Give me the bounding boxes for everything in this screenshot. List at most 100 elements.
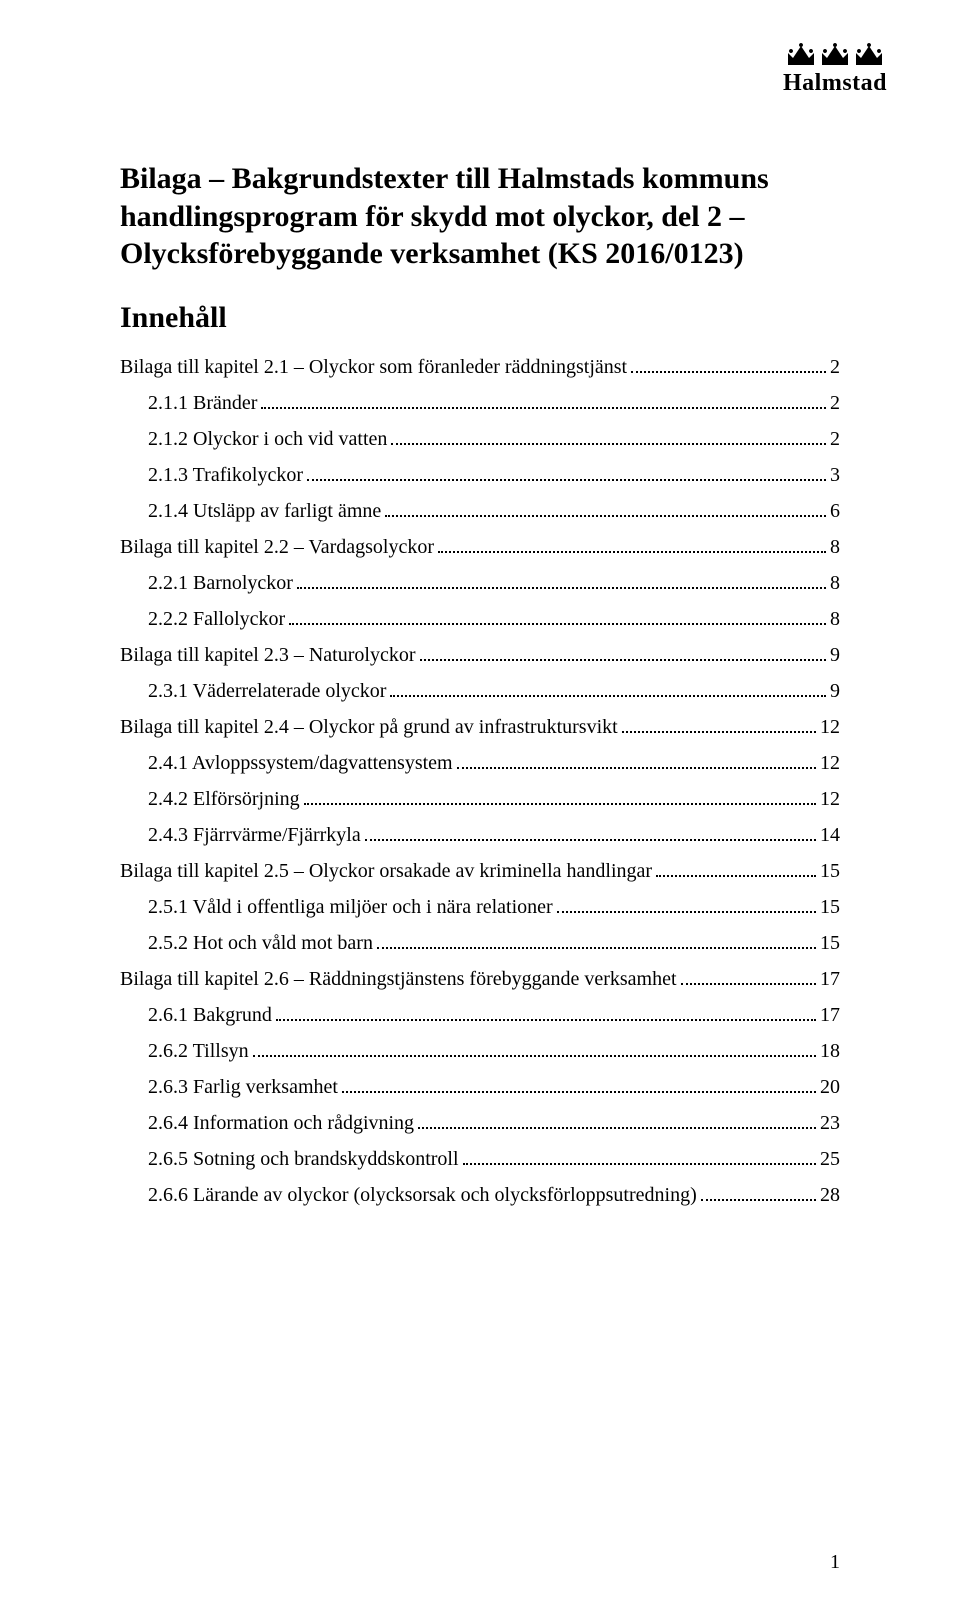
toc-entry: 2.2.2 Fallolyckor 8 <box>120 601 840 637</box>
toc-leader-dots <box>276 1010 816 1021</box>
toc-entry-label: 2.6.2 Tillsyn <box>148 1033 249 1069</box>
toc-entry-label: 2.2.1 Barnolyckor <box>148 565 293 601</box>
toc-entry: Bilaga till kapitel 2.2 – Vardagsolyckor… <box>120 529 840 565</box>
page-title: Bilaga – Bakgrundstexter till Halmstads … <box>120 160 840 273</box>
toc-entry-page: 17 <box>820 961 840 997</box>
toc-entry-label: 2.5.1 Våld i offentliga miljöer och i nä… <box>148 889 553 925</box>
toc-entry-page: 8 <box>830 601 840 637</box>
toc-entry-label: Bilaga till kapitel 2.3 – Naturolyckor <box>120 637 416 673</box>
toc-entry-page: 23 <box>820 1105 840 1141</box>
toc-entry: Bilaga till kapitel 2.5 – Olyckor orsaka… <box>120 853 840 889</box>
toc-entry: 2.6.3 Farlig verksamhet 20 <box>120 1069 840 1105</box>
table-of-contents: Bilaga till kapitel 2.1 – Olyckor som fö… <box>120 349 840 1213</box>
title-line: Olycksförebyggande verksamhet (KS 2016/0… <box>120 237 744 270</box>
toc-leader-dots <box>289 614 826 625</box>
toc-leader-dots <box>631 362 826 373</box>
halmstad-logo: Halmstad <box>770 40 900 97</box>
toc-entry: 2.6.6 Lärande av olyckor (olycksorsak oc… <box>120 1177 840 1213</box>
toc-entry-page: 15 <box>820 853 840 889</box>
toc-leader-dots <box>681 974 816 985</box>
toc-entry-page: 15 <box>820 889 840 925</box>
toc-leader-dots <box>297 578 826 589</box>
toc-entry-label: Bilaga till kapitel 2.5 – Olyckor orsaka… <box>120 853 652 889</box>
toc-entry-label: Bilaga till kapitel 2.1 – Olyckor som fö… <box>120 349 627 385</box>
toc-leader-dots <box>457 758 816 769</box>
toc-entry-page: 9 <box>830 637 840 673</box>
toc-entry-label: 2.4.2 Elförsörjning <box>148 781 300 817</box>
toc-entry: 2.6.5 Sotning och brandskyddskontroll 25 <box>120 1141 840 1177</box>
toc-entry-page: 8 <box>830 565 840 601</box>
toc-entry: 2.3.1 Väderrelaterade olyckor 9 <box>120 673 840 709</box>
crown-row <box>770 40 900 68</box>
toc-leader-dots <box>261 398 826 409</box>
toc-leader-dots <box>418 1118 816 1129</box>
toc-entry: 2.1.2 Olyckor i och vid vatten 2 <box>120 421 840 457</box>
toc-leader-dots <box>253 1046 816 1057</box>
toc-entry-page: 28 <box>820 1177 840 1213</box>
toc-entry-label: Bilaga till kapitel 2.2 – Vardagsolyckor <box>120 529 434 565</box>
toc-entry: 2.6.2 Tillsyn 18 <box>120 1033 840 1069</box>
contents-heading: Innehåll <box>120 301 840 335</box>
toc-leader-dots <box>420 650 827 661</box>
toc-entry-page: 12 <box>820 781 840 817</box>
toc-entry-page: 8 <box>830 529 840 565</box>
toc-entry-label: Bilaga till kapitel 2.4 – Olyckor på gru… <box>120 709 618 745</box>
toc-entry-page: 12 <box>820 709 840 745</box>
toc-entry-page: 14 <box>820 817 840 853</box>
toc-leader-dots <box>377 938 816 949</box>
toc-entry-label: 2.1.3 Trafikolyckor <box>148 457 303 493</box>
toc-entry-page: 6 <box>830 493 840 529</box>
toc-entry-label: 2.6.3 Farlig verksamhet <box>148 1069 338 1105</box>
toc-leader-dots <box>656 866 816 877</box>
toc-entry: 2.4.1 Avloppssystem/dagvattensystem12 <box>120 745 840 781</box>
toc-leader-dots <box>390 686 826 697</box>
toc-entry: 2.5.1 Våld i offentliga miljöer och i nä… <box>120 889 840 925</box>
toc-entry-page: 17 <box>820 997 840 1033</box>
toc-entry: 2.6.1 Bakgrund 17 <box>120 997 840 1033</box>
logo-text: Halmstad <box>770 70 900 97</box>
toc-entry-page: 3 <box>830 457 840 493</box>
toc-entry-label: 2.1.4 Utsläpp av farligt ämne <box>148 493 381 529</box>
toc-entry: 2.4.2 Elförsörjning 12 <box>120 781 840 817</box>
toc-entry: 2.2.1 Barnolyckor 8 <box>120 565 840 601</box>
toc-entry: 2.6.4 Information och rådgivning23 <box>120 1105 840 1141</box>
toc-entry-label: 2.5.2 Hot och våld mot barn <box>148 925 373 961</box>
toc-leader-dots <box>438 542 826 553</box>
toc-entry-page: 25 <box>820 1141 840 1177</box>
toc-entry-page: 18 <box>820 1033 840 1069</box>
toc-entry-label: 2.1.1 Bränder <box>148 385 257 421</box>
toc-entry: 2.1.1 Bränder 2 <box>120 385 840 421</box>
toc-entry-label: 2.1.2 Olyckor i och vid vatten <box>148 421 387 457</box>
crown-icon <box>785 40 817 68</box>
toc-entry-page: 20 <box>820 1069 840 1105</box>
toc-entry: 2.1.3 Trafikolyckor 3 <box>120 457 840 493</box>
toc-entry-page: 2 <box>830 349 840 385</box>
toc-entry-label: 2.6.5 Sotning och brandskyddskontroll <box>148 1141 459 1177</box>
toc-leader-dots <box>304 794 816 805</box>
crown-icon <box>819 40 851 68</box>
toc-entry: Bilaga till kapitel 2.3 – Naturolyckor 9 <box>120 637 840 673</box>
title-line: handlingsprogram för skydd mot olyckor, … <box>120 200 745 233</box>
toc-leader-dots <box>701 1190 816 1201</box>
toc-leader-dots <box>365 830 816 841</box>
toc-entry: Bilaga till kapitel 2.6 – Räddningstjäns… <box>120 961 840 997</box>
toc-entry: Bilaga till kapitel 2.4 – Olyckor på gru… <box>120 709 840 745</box>
toc-leader-dots <box>622 722 816 733</box>
toc-entry-label: Bilaga till kapitel 2.6 – Räddningstjäns… <box>120 961 677 997</box>
toc-entry-page: 2 <box>830 385 840 421</box>
toc-leader-dots <box>463 1154 816 1165</box>
toc-leader-dots <box>342 1082 816 1093</box>
toc-entry-label: 2.6.6 Lärande av olyckor (olycksorsak oc… <box>148 1177 697 1213</box>
toc-entry-label: 2.2.2 Fallolyckor <box>148 601 285 637</box>
toc-entry-page: 2 <box>830 421 840 457</box>
toc-entry-label: 2.6.1 Bakgrund <box>148 997 272 1033</box>
toc-leader-dots <box>385 506 826 517</box>
toc-entry-page: 9 <box>830 673 840 709</box>
toc-entry-label: 2.4.1 Avloppssystem/dagvattensystem <box>148 745 453 781</box>
toc-entry-label: 2.3.1 Väderrelaterade olyckor <box>148 673 386 709</box>
toc-leader-dots <box>391 434 826 445</box>
crown-icon <box>853 40 885 68</box>
toc-entry: Bilaga till kapitel 2.1 – Olyckor som fö… <box>120 349 840 385</box>
title-line: Bilaga – Bakgrundstexter till Halmstads … <box>120 162 769 195</box>
page-number: 1 <box>830 1551 840 1574</box>
